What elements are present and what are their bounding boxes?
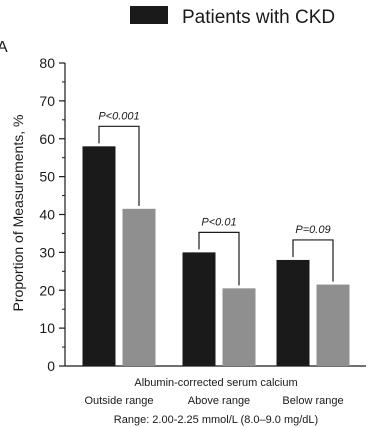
y-tick-label: 50 bbox=[39, 169, 55, 185]
y-tick-label: 10 bbox=[39, 320, 55, 336]
y-tick-label: 30 bbox=[39, 244, 55, 260]
x-tick-label: Outside range bbox=[84, 395, 153, 407]
significance-bracket bbox=[198, 231, 240, 286]
significance-bracket bbox=[292, 239, 334, 282]
category-labels: Outside range Above range Below range bbox=[84, 395, 343, 407]
x-tick-label: Above range bbox=[188, 395, 250, 407]
y-tick-label: 70 bbox=[39, 93, 55, 109]
significance-label: P<0.001 bbox=[98, 110, 139, 122]
bar-series-2-below-range bbox=[316, 284, 350, 366]
bar-series-1-outside-range bbox=[82, 146, 116, 366]
x-axis-label: Albumin-corrected serum calcium bbox=[134, 377, 297, 389]
legend: Patients with CKD bbox=[130, 6, 335, 28]
y-tick-label: 60 bbox=[39, 131, 55, 147]
significance-label: P<0.01 bbox=[201, 216, 236, 228]
significance-annotations: P<0.001 P<0.01 P=0.09 bbox=[98, 110, 334, 286]
x-tick-label: Below range bbox=[282, 395, 343, 407]
legend-swatch-series-1 bbox=[130, 6, 168, 24]
bar-series-1-below-range bbox=[276, 259, 310, 366]
y-tick-label: 0 bbox=[47, 358, 55, 374]
y-ticks: 0 10 20 30 40 50 60 70 80 bbox=[39, 55, 65, 374]
significance-bracket bbox=[98, 125, 140, 206]
significance-label: P=0.09 bbox=[295, 224, 330, 236]
bar-series-2-outside-range bbox=[122, 208, 156, 366]
legend-label-series-1: Patients with CKD bbox=[182, 7, 335, 28]
y-tick-label: 40 bbox=[39, 207, 55, 223]
panel-letter: A bbox=[0, 39, 8, 56]
y-axis-label: Proportion of Measurements, % bbox=[10, 115, 26, 312]
x-axis-range-note: Range: 2.00-2.25 mmol/L (8.0–9.0 mg/dL) bbox=[114, 414, 318, 426]
y-tick-label: 20 bbox=[39, 282, 55, 298]
bar-series-2-above-range bbox=[222, 288, 256, 366]
y-tick-label: 80 bbox=[39, 55, 55, 71]
bar-series-1-above-range bbox=[182, 252, 216, 366]
bars bbox=[82, 146, 350, 366]
